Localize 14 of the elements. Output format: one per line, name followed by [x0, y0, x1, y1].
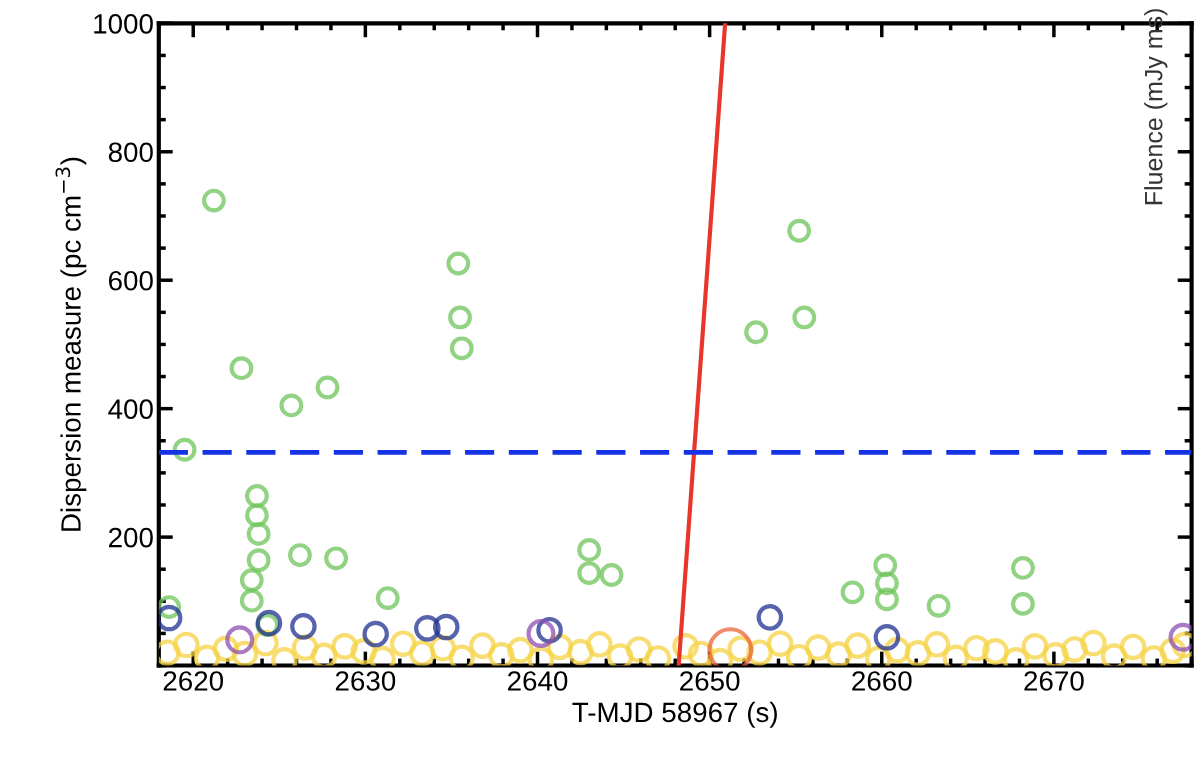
x-tick-label: 2620 [163, 671, 224, 691]
x-tick-label: 2650 [680, 671, 740, 691]
y-tick-label: 800 [108, 142, 153, 163]
y-tick-label: 400 [108, 399, 153, 419]
annotation: Fluence (mJy ms) [1144, 9, 1168, 205]
x-tick-label: 2660 [852, 671, 912, 691]
x-tick-label: 2670 [1024, 671, 1084, 691]
y-tick-label: 1000 [94, 14, 153, 34]
x-tick-label: 2640 [508, 671, 568, 691]
y-tick-label: 200 [109, 527, 153, 548]
x-axis-title: T-MJD 58967 (s) [572, 701, 777, 728]
x-tick-label: 2630 [335, 671, 396, 691]
y-tick-label: 600 [109, 270, 153, 291]
y-axis-title: Dispersion measure (pc cm$^{−3}$) [55, 157, 87, 531]
